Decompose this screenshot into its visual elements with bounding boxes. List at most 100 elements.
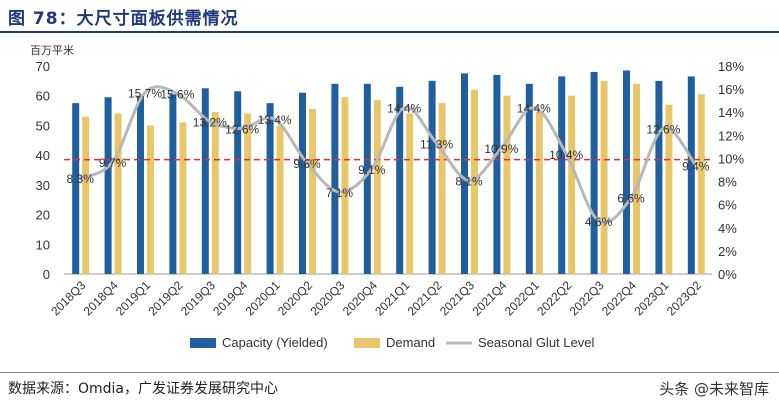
- x-tick-label: 2018Q4: [81, 278, 121, 318]
- demand-bar: [438, 103, 446, 275]
- glut-data-label: 9.7%: [99, 156, 127, 170]
- capacity-bar: [331, 83, 339, 274]
- glut-data-label: 13.4%: [258, 113, 292, 127]
- y-right-tick-label: 2%: [718, 244, 737, 259]
- x-tick-label: 2022Q2: [534, 278, 574, 318]
- capacity-bar: [525, 83, 533, 274]
- capacity-bar: [169, 94, 177, 274]
- glut-data-label: 9.4%: [682, 159, 710, 173]
- capacity-bar: [428, 80, 436, 274]
- y-right-tick-label: 14%: [718, 105, 744, 120]
- y-left-tick-label: 30: [36, 178, 50, 193]
- capacity-bar: [590, 71, 598, 274]
- glut-data-label: 8.1%: [455, 174, 483, 188]
- y-left-tick-label: 70: [36, 59, 50, 74]
- demand-bar: [535, 112, 543, 274]
- capacity-bar: [72, 103, 80, 275]
- x-tick-label: 2019Q4: [210, 278, 250, 318]
- glut-data-label: 4.6%: [585, 215, 613, 229]
- capacity-bar: [493, 74, 501, 275]
- demand-bar: [406, 113, 414, 275]
- demand-bar: [373, 100, 381, 275]
- y-right-tick-label: 18%: [718, 59, 744, 74]
- capacity-bar: [299, 92, 306, 274]
- x-tick-label: 2019Q2: [145, 278, 185, 318]
- page-title: 图 78：大尺寸面板供需情况: [8, 9, 239, 29]
- demand-bar: [697, 94, 705, 274]
- capacity-bar: [558, 76, 566, 275]
- glut-data-label: 6.6%: [617, 192, 645, 206]
- demand-bar: [568, 95, 576, 274]
- capacity-bar: [137, 95, 144, 274]
- demand-bar: [471, 89, 478, 275]
- glut-level-line: [79, 85, 698, 225]
- capacity-bar: [687, 76, 695, 275]
- x-tick-label: 2020Q1: [243, 278, 283, 318]
- x-tick-label: 2023Q2: [664, 278, 704, 318]
- x-tick-label: 2022Q4: [599, 278, 639, 318]
- capacity-bar: [234, 91, 242, 274]
- x-tick-label: 2020Q2: [275, 278, 315, 318]
- glut-data-label: 14.4%: [517, 102, 551, 116]
- glut-data-label: 12.6%: [225, 122, 259, 136]
- demand-bar: [179, 122, 187, 274]
- footer-divider: [0, 372, 779, 373]
- y-left-tick-label: 60: [36, 89, 50, 104]
- demand-bar: [276, 125, 284, 274]
- x-tick-label: 2020Q3: [307, 278, 347, 318]
- y-right-tick-label: 6%: [718, 198, 737, 213]
- x-tick-label: 2021Q4: [469, 278, 509, 318]
- capacity-bar: [623, 70, 630, 274]
- glut-data-label: 10.4%: [549, 148, 583, 162]
- capacity-bar: [363, 83, 371, 274]
- glut-data-label: 13.2%: [193, 115, 227, 129]
- title-divider: [0, 31, 779, 33]
- y-right-tick-label: 0%: [718, 267, 737, 282]
- demand-bar: [665, 104, 673, 274]
- y-right-tick-label: 10%: [718, 151, 744, 166]
- y-left-tick-label: 40: [36, 148, 50, 163]
- demand-bar: [341, 97, 349, 274]
- y-right-tick-label: 16%: [718, 82, 744, 97]
- y-left-tick-label: 10: [36, 237, 50, 252]
- glut-data-label: 9.1%: [358, 163, 386, 177]
- y-right-tick-label: 12%: [718, 128, 744, 143]
- capacity-bar: [201, 88, 209, 275]
- capacity-bar: [104, 97, 112, 274]
- x-tick-label: 2022Q3: [567, 278, 607, 318]
- demand-bar: [114, 113, 122, 275]
- glut-data-label: 12.6%: [646, 122, 680, 136]
- x-tick-label: 2021Q1: [372, 278, 412, 318]
- demand-bar: [503, 95, 511, 274]
- x-tick-label: 2021Q3: [437, 278, 477, 318]
- demand-bar: [211, 112, 219, 274]
- glut-data-label: 10.9%: [484, 142, 518, 156]
- x-tick-label: 2018Q3: [48, 278, 88, 318]
- legend-label-demand: Demand: [386, 335, 435, 350]
- capacity-bar: [655, 80, 663, 274]
- demand-bar: [244, 113, 252, 275]
- demand-bar: [633, 83, 640, 274]
- y-left-tick-label: 20: [36, 208, 50, 223]
- y-right-tick-label: 4%: [718, 221, 737, 236]
- capacity-bar: [461, 73, 468, 274]
- legend-label-capacity: Capacity (Yielded): [222, 335, 328, 350]
- x-tick-label: 2019Q3: [178, 278, 218, 318]
- glut-data-label: 15.6%: [160, 88, 194, 102]
- demand-bar: [600, 80, 608, 274]
- watermark: 头条 @未来智库: [659, 380, 769, 398]
- x-tick-label: 2021Q2: [405, 278, 445, 318]
- glut-data-label: 8.3%: [67, 172, 95, 186]
- y-left-tick-label: 0: [43, 267, 50, 282]
- y-axis-unit: 百万平米: [30, 44, 74, 57]
- x-tick-label: 2022Q1: [502, 278, 542, 318]
- glut-data-label: 9.6%: [293, 157, 321, 171]
- x-tick-label: 2020Q4: [340, 278, 380, 318]
- demand-bar: [147, 125, 154, 274]
- glut-data-label: 7.1%: [326, 186, 354, 200]
- supply-demand-chart: 0 10 20 30 40 50 60 70 0% 2% 4% 6% 8% 10% 12% 14% 16% 18%…: [36, 59, 745, 350]
- glut-data-label: 11.3%: [420, 137, 453, 151]
- glut-data-label: 14.4%: [387, 102, 421, 116]
- legend-label-glut: Seasonal Glut Level: [478, 335, 594, 350]
- glut-data-label: 15.7%: [128, 87, 162, 101]
